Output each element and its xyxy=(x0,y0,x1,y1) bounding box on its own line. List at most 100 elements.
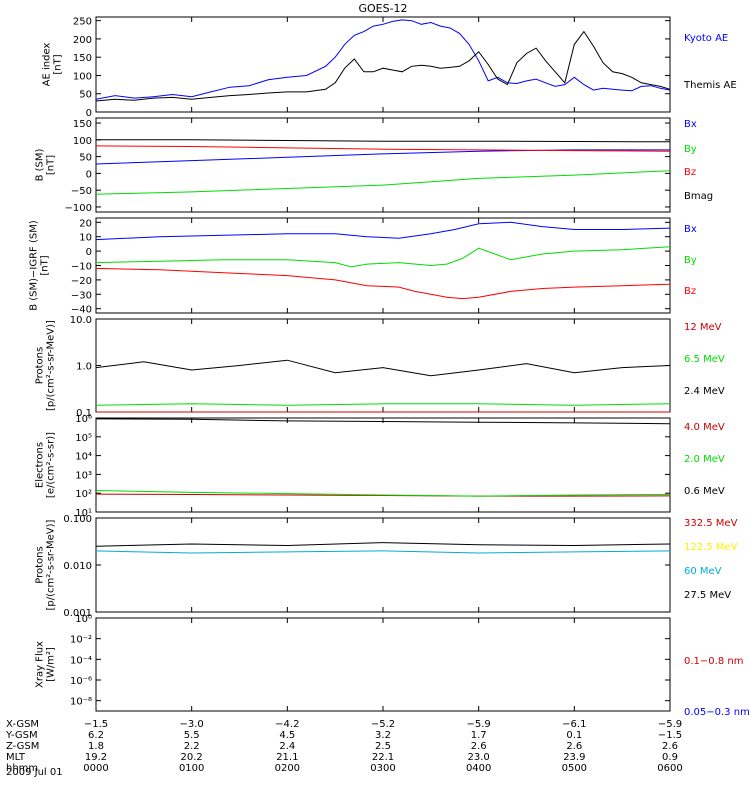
panel-frame xyxy=(95,617,671,712)
y-axis-label-line: Protons xyxy=(35,546,46,583)
y-axis-label: AE index[nT] xyxy=(42,43,64,87)
y-tick-label: 10⁻⁶ xyxy=(70,676,92,687)
panel-3: −40 −30 −20 −10 0 10 20 B (SM)−IGRF (SM)[nT] Bx B… xyxy=(29,217,697,316)
panel-frame xyxy=(95,417,671,513)
y-tick-label: 1.0 xyxy=(76,362,92,373)
x-axis-tick-label: 0.1 xyxy=(566,730,582,741)
y-axis-label: Electrons[e/(cm²-s-sr)] xyxy=(35,432,57,498)
x-axis-tick-label: −5.2 xyxy=(371,719,395,730)
y-tick-label: 10⁻² xyxy=(70,635,92,646)
y-tick-label: 50 xyxy=(79,90,92,101)
legend-entry: 4.0 MeV xyxy=(684,422,725,433)
y-tick-label: 20 xyxy=(79,218,92,229)
x-axis-tick-label: 3.2 xyxy=(375,730,391,741)
legend-entry: 332.5 MeV xyxy=(684,518,738,529)
y-axis-label-line: [nT] xyxy=(53,54,64,74)
y-axis-label-line: [p/(cm²-s-sr-MeV)] xyxy=(46,519,57,610)
x-axis-tick-label: 21.1 xyxy=(276,752,298,763)
y-tick-label: 50 xyxy=(79,153,92,164)
x-axis-tick-label: 0000 xyxy=(83,763,108,774)
y-tick-label: −100 xyxy=(65,203,92,214)
panel-frame xyxy=(95,217,671,314)
y-tick-label: −20 xyxy=(71,276,92,287)
y-tick-label: 10³ xyxy=(75,470,92,481)
panel-5: 10¹ 10² 10³ 10⁴ 10⁵ 10⁶ Electrons[e/(cm²-s-sr)… xyxy=(35,414,725,519)
y-tick-label: 0.1 xyxy=(76,408,92,419)
series-line-6-5-mev xyxy=(95,403,671,406)
y-axis-label-line: AE index xyxy=(42,43,53,87)
y-axis-label: Protons[p/(cm²-s-sr-MeV)] xyxy=(35,320,57,411)
x-axis-tick-label: 23.9 xyxy=(563,752,585,763)
plot-title: GOES-12 xyxy=(358,2,407,15)
y-axis-label-line: B (SM) xyxy=(35,148,46,181)
legend-entry: Bx xyxy=(684,119,697,130)
y-tick-label: −30 xyxy=(71,290,92,301)
y-tick-label: 10⁶ xyxy=(75,414,92,425)
series-line-2-0-mev xyxy=(95,490,671,497)
legend-entry: Bmag xyxy=(684,191,713,202)
y-axis-label-line: Xray Flux xyxy=(35,641,46,688)
y-axis-label-line: [p/(cm²-s-sr-MeV)] xyxy=(46,320,57,411)
y-axis-label-line: B (SM)−IGRF (SM) xyxy=(29,220,40,311)
y-tick-label: 0.001 xyxy=(63,608,92,619)
x-axis-tick-label: 2.5 xyxy=(375,741,391,752)
legend-entry: Bz xyxy=(684,286,696,297)
series-line-by xyxy=(95,170,671,195)
x-axis-tick-label: 0.9 xyxy=(662,752,678,763)
panel-frame xyxy=(95,517,671,613)
series-line-by xyxy=(95,246,671,268)
y-axis-label-line: [nT] xyxy=(40,255,51,275)
y-tick-label: −10 xyxy=(71,262,92,273)
series-line-60-mev xyxy=(95,550,671,554)
legend-entry: By xyxy=(684,144,697,155)
y-tick-label: 150 xyxy=(73,53,92,64)
y-tick-label: 10² xyxy=(75,489,92,500)
panel-6: 0.001 0.010 0.100 Protons[p/(cm²-s-sr-MeV)]… xyxy=(35,514,738,619)
y-tick-label: 0 xyxy=(86,247,92,258)
y-tick-label: 0.010 xyxy=(63,561,92,572)
x-axis-row-label: MLT xyxy=(6,752,26,763)
legend-entry: Bx xyxy=(684,224,697,235)
legend-entry: 2.4 MeV xyxy=(684,386,725,397)
y-axis-label-line: [e/(cm²-s-sr)] xyxy=(46,432,57,498)
y-axis-label-line: Protons xyxy=(35,347,46,384)
x-axis-tick-label: 1.8 xyxy=(88,741,104,752)
y-tick-label: 0 xyxy=(86,108,92,119)
legend-entry: Kyoto AE xyxy=(684,33,728,44)
x-axis-row-label: Z-GSM xyxy=(6,741,39,752)
legend-entry: 0.05−0.3 nm xyxy=(684,707,750,718)
x-axis-tick-label: 0500 xyxy=(562,763,587,774)
legend-entry: 60 MeV xyxy=(684,566,722,577)
y-tick-label: 10 xyxy=(79,233,92,244)
x-axis-tick-label: 2.6 xyxy=(662,741,678,752)
y-tick-label: 250 xyxy=(73,17,92,28)
legend-entry: 2.0 MeV xyxy=(684,454,725,465)
series-line-bz xyxy=(95,145,671,152)
x-axis-tick-label: 0200 xyxy=(275,763,300,774)
x-axis-tick-label: 5.5 xyxy=(184,730,200,741)
x-axis-tick-label: 19.2 xyxy=(85,752,107,763)
x-axis-tick-label: 4.5 xyxy=(279,730,295,741)
series-line-27-5-mev xyxy=(95,542,671,547)
x-axis-tick-label: 23.0 xyxy=(468,752,490,763)
series-line-bx xyxy=(95,221,671,241)
y-axis-label-line: [W/m²] xyxy=(46,647,57,682)
series-line-kyoto-ae xyxy=(95,19,671,100)
x-axis-tick-label: 22.1 xyxy=(372,752,394,763)
x-axis-tick-label: 0300 xyxy=(370,763,395,774)
legend-entry: 6.5 MeV xyxy=(684,354,725,365)
panel-4: 0.1 1.0 10.0 Protons[p/(cm²-s-sr-MeV)] 12 Me… xyxy=(35,315,725,419)
legend-entry: 122.5 MeV xyxy=(684,542,738,553)
panel-frame xyxy=(95,318,671,413)
date-label: 2009 Jul 01 xyxy=(6,767,63,778)
y-tick-label: 10⁻⁸ xyxy=(70,697,92,708)
series-line-bx xyxy=(95,149,670,165)
panel-7: 10⁻⁸ 10⁻⁶ 10⁻⁴ 10⁻² 10⁰ Xray Flux[W/m²] 0.1−0.… xyxy=(35,614,750,718)
x-axis-tick-label: 2.2 xyxy=(184,741,200,752)
y-tick-label: 10⁻⁴ xyxy=(70,655,92,666)
series-line-2-4-mev xyxy=(95,359,671,377)
series-line-bmag xyxy=(96,139,671,143)
y-tick-label: 10¹ xyxy=(75,508,92,519)
